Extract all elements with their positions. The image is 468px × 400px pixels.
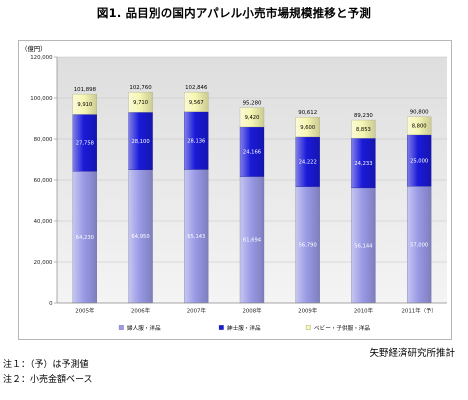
bar-kids-2010 [351, 119, 376, 139]
data-label-mens-2011: 25,000 [410, 158, 428, 164]
bar-mens-2005 [72, 114, 98, 172]
bar-kids-2008 [239, 107, 265, 128]
x-tick-label-2008: 2008年 [242, 307, 262, 315]
bar-kids-2007 [184, 92, 209, 112]
y-tick-label-120000: 120,000 [30, 55, 53, 61]
bar-womens-2011 [406, 185, 432, 304]
data-label-mens-2009: 24,222 [299, 160, 317, 166]
y-tick-label-80000: 80,000 [34, 137, 53, 143]
y-axis-tick-labels: 0 20,000 40,000 60,000 80,000 100,000 120,000 [30, 55, 57, 307]
data-label-mens-2007: 28,136 [187, 138, 205, 144]
legend-item-womens: 婦人服・洋品 [118, 324, 161, 332]
legend-item-kids: ベビー・子供服・洋品 [305, 324, 370, 332]
chart-title: 図1. 品目別の国内アパレル小売市場規模推移と予測 [96, 6, 372, 20]
data-label-kids-2007: 9,567 [189, 100, 204, 106]
stacked-bar-chart: （億円） 0 20,000 40,000 60,000 80,000 100,000 120… [18, 40, 452, 340]
total-label-2010: 89,230 [354, 113, 373, 119]
data-label-womens-2007: 65,143 [187, 234, 205, 240]
total-label-2009: 90,612 [298, 110, 317, 116]
legend-swatch-mens [218, 325, 224, 330]
data-label-kids-2008: 9,420 [245, 115, 260, 121]
data-label-mens-2005: 27,758 [76, 141, 94, 147]
bars [72, 92, 432, 304]
data-label-mens-2008: 24,166 [243, 150, 261, 156]
data-label-womens-2011: 57,000 [410, 242, 428, 248]
data-label-womens-2006: 64,950 [131, 234, 149, 240]
total-label-2005: 101,898 [74, 87, 97, 93]
data-label-kids-2010: 8,853 [356, 127, 371, 133]
bar-mens-2007 [184, 111, 209, 170]
bar-womens-2006 [128, 169, 153, 304]
note-2: 注２：小売金額ベース [3, 375, 93, 385]
bar-womens-2009 [295, 186, 320, 304]
bar-mens-2011 [406, 134, 432, 187]
y-tick-label-60000: 60,000 [34, 178, 53, 184]
legend-label-womens: 婦人服・洋品 [127, 324, 161, 332]
legend-label-mens: 紳士服・洋品 [227, 324, 261, 332]
bar-kids-2009 [295, 117, 320, 138]
data-label-kids-2011: 8,800 [412, 124, 427, 130]
bar-womens-2007 [184, 169, 209, 304]
total-label-2006: 102,760 [129, 85, 152, 91]
total-label-2007: 102,846 [185, 85, 208, 91]
data-label-kids-2006: 9,710 [133, 100, 148, 106]
bar-womens-2010 [351, 187, 376, 304]
x-tick-label-2009: 2009年 [298, 307, 318, 315]
legend-swatch-kids [305, 325, 311, 330]
bar-mens-2008 [239, 126, 265, 177]
bar-kids-2011 [406, 116, 432, 136]
bar-mens-2010 [351, 138, 376, 189]
total-label-2011: 90,800 [410, 110, 429, 116]
bar-mens-2006 [128, 112, 153, 171]
data-label-womens-2010: 56,144 [354, 243, 373, 249]
source-credit: 矢野経済研究所推計 [369, 348, 455, 359]
data-label-womens-2009: 56,790 [299, 243, 317, 249]
data-label-mens-2010: 24,233 [354, 161, 372, 167]
note-1: 注１：（予）は予測値 [3, 360, 89, 370]
bar-womens-2008 [239, 176, 265, 304]
data-label-womens-2008: 61,694 [243, 238, 262, 244]
bar-kids-2005 [72, 93, 98, 115]
notes: 注１：（予）は予測値 注２：小売金額ベース [3, 358, 93, 388]
data-label-mens-2006: 28,100 [131, 139, 149, 145]
legend-swatch-womens [118, 325, 124, 330]
data-label-kids-2009: 9,600 [300, 125, 315, 131]
x-tick-label-2011: 2011年（予） [401, 307, 436, 315]
bar-kids-2006 [128, 92, 153, 113]
data-label-kids-2005: 9,910 [77, 102, 92, 108]
y-tick-label-0: 0 [49, 301, 53, 307]
x-axis-tick-labels: 2005年 2006年 2007年 2008年 2009年 2010年 2011年（予） [75, 307, 436, 315]
data-labels: 64,230 27,758 9,910 101,898 64,950 28,100 9,71… [74, 85, 429, 249]
y-tick-label-20000: 20,000 [34, 260, 53, 266]
y-tick-label-100000: 100,000 [30, 96, 53, 102]
x-tick-label-2010: 2010年 [354, 307, 374, 315]
legend-item-mens: 紳士服・洋品 [218, 324, 261, 332]
bar-womens-2005 [72, 171, 98, 304]
y-axis-unit-label: （億円） [21, 44, 47, 53]
bar-mens-2009 [295, 136, 320, 187]
legend-label-kids: ベビー・子供服・洋品 [314, 324, 370, 332]
data-label-womens-2005: 64,230 [76, 235, 94, 241]
total-label-2008: 95,280 [243, 100, 262, 106]
legend: 婦人服・洋品 紳士服・洋品 ベビー・子供服・洋品 [118, 324, 370, 332]
x-tick-label-2005: 2005年 [75, 307, 95, 315]
y-tick-label-40000: 40,000 [34, 219, 53, 225]
x-tick-label-2006: 2006年 [131, 307, 151, 315]
x-tick-label-2007: 2007年 [187, 307, 207, 315]
